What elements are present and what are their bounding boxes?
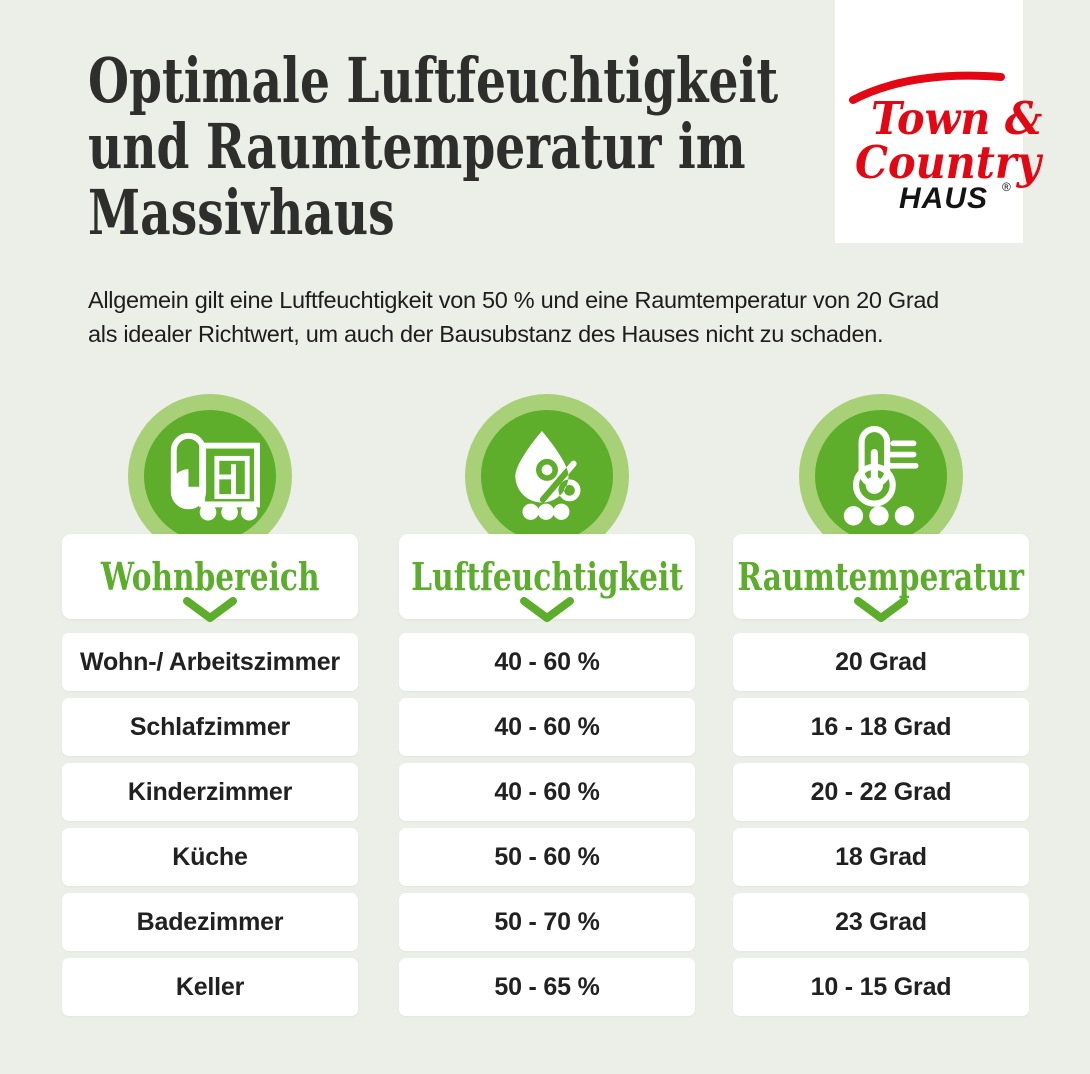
table-row: 18 Grad (733, 828, 1029, 886)
humidity-value: 40 - 60 % (494, 777, 600, 806)
table-row: Kinderzimmer (62, 763, 358, 821)
room-name: Schlafzimmer (129, 712, 291, 741)
intro-line-2: als idealer Richtwert, um auch der Bausu… (88, 321, 884, 347)
humidity-value: 50 - 60 % (494, 842, 600, 871)
icon-disc (481, 410, 613, 542)
room-name: Küche (172, 842, 248, 871)
table-row: 10 - 15 Grad (733, 958, 1029, 1016)
intro-line-1: Allgemein gilt eine Luftfeuchtigkeit von… (88, 287, 939, 313)
logo-haus: HAUS (899, 182, 989, 215)
humidity-value: 40 - 60 % (494, 712, 600, 741)
column-rows: Wohn-/ Arbeitszimmer Schlafzimmer Kinder… (62, 633, 358, 1016)
table-row: Schlafzimmer (62, 698, 358, 756)
table-row: Keller (62, 958, 358, 1016)
temperature-value: 18 Grad (835, 842, 927, 871)
table-row: 16 - 18 Grad (733, 698, 1029, 756)
room-name: Keller (175, 972, 245, 1001)
column-header-card: Luftfeuchtigkeit (399, 534, 695, 622)
humidity-percent-icon (515, 431, 581, 520)
temperature-value: 10 - 15 Grad (810, 972, 952, 1001)
column-raumtemperatur: Raumtemperatur 20 Grad 16 - 18 Grad 20 -… (733, 394, 1029, 1023)
chevron-down-icon (520, 597, 574, 622)
temperature-value: 16 - 18 Grad (810, 712, 952, 741)
table-row: 40 - 60 % (399, 698, 695, 756)
logo-country: Country (855, 136, 1041, 189)
table-row: Wohn-/ Arbeitszimmer (62, 633, 358, 691)
table-row: 40 - 60 % (399, 633, 695, 691)
title-line-1: Optimale Luftfeuchtigkeit (88, 44, 779, 117)
table-row: 50 - 60 % (399, 828, 695, 886)
table-row: 20 Grad (733, 633, 1029, 691)
humidity-value: 50 - 65 % (494, 972, 600, 1001)
thermometer-icon (843, 426, 919, 526)
chevron-down-icon (854, 597, 908, 622)
icon-ring (128, 394, 292, 558)
page-title: Optimale Luftfeuchtigkeit und Raumtemper… (88, 48, 778, 246)
town-country-logo: Town & Country HAUS ® (835, 0, 1042, 243)
floor-plan-icon (170, 432, 260, 521)
temperature-value: 20 - 22 Grad (810, 777, 952, 806)
title-line-2: und Raumtemperatur im (88, 110, 746, 183)
icon-disc (815, 410, 947, 542)
icon-ring (799, 394, 963, 558)
table-row: 50 - 70 % (399, 893, 695, 951)
table-row: 20 - 22 Grad (733, 763, 1029, 821)
column-header-label: Wohnbereich (100, 554, 320, 599)
column-header-label: Raumtemperatur (737, 554, 1025, 599)
room-name: Kinderzimmer (127, 777, 293, 806)
column-header-card: Raumtemperatur (733, 534, 1029, 622)
chevron-down-icon (183, 597, 237, 622)
table-row: Küche (62, 828, 358, 886)
registered-trademark-icon: ® (1002, 180, 1011, 194)
table-row: 40 - 60 % (399, 763, 695, 821)
humidity-value: 50 - 70 % (494, 907, 600, 936)
table-row: Badezimmer (62, 893, 358, 951)
temperature-value: 20 Grad (835, 647, 927, 676)
icon-ring (465, 394, 629, 558)
humidity-value: 40 - 60 % (494, 647, 600, 676)
column-header-label: Luftfeuchtigkeit (411, 554, 683, 599)
table-row: 23 Grad (733, 893, 1029, 951)
temperature-value: 23 Grad (835, 907, 927, 936)
column-header-card: Wohnbereich (62, 534, 358, 622)
title-line-3: Massivhaus (88, 176, 395, 249)
table-row: 50 - 65 % (399, 958, 695, 1016)
room-name: Badezimmer (136, 907, 284, 936)
column-rows: 40 - 60 % 40 - 60 % 40 - 60 % 50 - 60 % … (399, 633, 695, 1016)
icon-disc (144, 410, 276, 542)
column-luftfeuchtigkeit: Luftfeuchtigkeit 40 - 60 % 40 - 60 % 40 … (399, 394, 695, 1023)
room-name: Wohn-/ Arbeitszimmer (80, 647, 340, 676)
column-wohnbereich: Wohnbereich Wohn-/ Arbeitszimmer Schlafz… (62, 394, 358, 1023)
logo-swoosh-icon (849, 71, 1005, 104)
column-rows: 20 Grad 16 - 18 Grad 20 - 22 Grad 18 Gra… (733, 633, 1029, 1016)
intro-text: Allgemein gilt eine Luftfeuchtigkeit von… (88, 283, 939, 351)
logo-town: Town & (871, 92, 1043, 145)
